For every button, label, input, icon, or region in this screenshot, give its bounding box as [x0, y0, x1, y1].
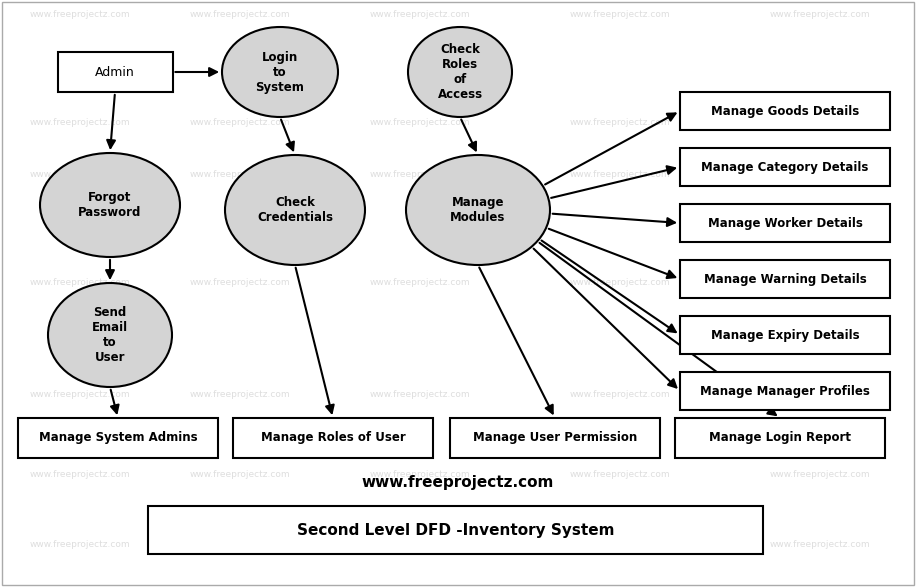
Text: www.freeprojectz.com: www.freeprojectz.com	[190, 470, 290, 479]
Text: www.freeprojectz.com: www.freeprojectz.com	[370, 390, 470, 399]
Text: www.freeprojectz.com: www.freeprojectz.com	[370, 118, 470, 127]
Text: www.freeprojectz.com: www.freeprojectz.com	[570, 390, 671, 399]
FancyBboxPatch shape	[680, 92, 890, 130]
Text: www.freeprojectz.com: www.freeprojectz.com	[362, 475, 554, 491]
Text: Manage Category Details: Manage Category Details	[702, 160, 868, 174]
FancyBboxPatch shape	[58, 52, 172, 92]
Text: www.freeprojectz.com: www.freeprojectz.com	[190, 390, 290, 399]
FancyBboxPatch shape	[680, 148, 890, 186]
Text: Manage Manager Profiles: Manage Manager Profiles	[700, 384, 870, 397]
Text: www.freeprojectz.com: www.freeprojectz.com	[190, 118, 290, 127]
Text: www.freeprojectz.com: www.freeprojectz.com	[769, 390, 870, 399]
Text: www.freeprojectz.com: www.freeprojectz.com	[190, 10, 290, 19]
Text: Admin: Admin	[95, 66, 135, 79]
Text: www.freeprojectz.com: www.freeprojectz.com	[29, 390, 130, 399]
Text: Manage Expiry Details: Manage Expiry Details	[711, 329, 859, 342]
FancyBboxPatch shape	[680, 204, 890, 242]
Text: www.freeprojectz.com: www.freeprojectz.com	[570, 118, 671, 127]
Ellipse shape	[222, 27, 338, 117]
FancyBboxPatch shape	[675, 418, 885, 458]
Text: Manage
Modules: Manage Modules	[451, 196, 506, 224]
Text: Send
Email
to
User: Send Email to User	[92, 306, 128, 364]
FancyBboxPatch shape	[680, 316, 890, 354]
FancyBboxPatch shape	[18, 418, 218, 458]
Text: www.freeprojectz.com: www.freeprojectz.com	[570, 540, 671, 549]
FancyBboxPatch shape	[148, 506, 763, 554]
Text: www.freeprojectz.com: www.freeprojectz.com	[769, 470, 870, 479]
Text: Second Level DFD -Inventory System: Second Level DFD -Inventory System	[297, 522, 615, 538]
Text: www.freeprojectz.com: www.freeprojectz.com	[370, 170, 470, 179]
Ellipse shape	[406, 155, 550, 265]
Text: Manage User Permission: Manage User Permission	[473, 431, 638, 444]
Text: www.freeprojectz.com: www.freeprojectz.com	[370, 470, 470, 479]
Text: www.freeprojectz.com: www.freeprojectz.com	[190, 540, 290, 549]
Text: Manage Login Report: Manage Login Report	[709, 431, 851, 444]
Text: www.freeprojectz.com: www.freeprojectz.com	[370, 10, 470, 19]
Text: www.freeprojectz.com: www.freeprojectz.com	[570, 470, 671, 479]
Text: www.freeprojectz.com: www.freeprojectz.com	[29, 10, 130, 19]
Text: www.freeprojectz.com: www.freeprojectz.com	[769, 10, 870, 19]
Text: Forgot
Password: Forgot Password	[78, 191, 142, 219]
Text: www.freeprojectz.com: www.freeprojectz.com	[370, 278, 470, 287]
FancyBboxPatch shape	[233, 418, 433, 458]
Text: Manage System Admins: Manage System Admins	[38, 431, 197, 444]
Ellipse shape	[408, 27, 512, 117]
Text: www.freeprojectz.com: www.freeprojectz.com	[29, 470, 130, 479]
Text: www.freeprojectz.com: www.freeprojectz.com	[29, 278, 130, 287]
Text: Check
Roles
of
Access: Check Roles of Access	[438, 43, 483, 101]
Text: www.freeprojectz.com: www.freeprojectz.com	[190, 170, 290, 179]
Text: www.freeprojectz.com: www.freeprojectz.com	[769, 170, 870, 179]
Text: www.freeprojectz.com: www.freeprojectz.com	[29, 540, 130, 549]
Text: www.freeprojectz.com: www.freeprojectz.com	[29, 118, 130, 127]
Text: www.freeprojectz.com: www.freeprojectz.com	[570, 170, 671, 179]
Text: Manage Roles of User: Manage Roles of User	[261, 431, 406, 444]
Ellipse shape	[48, 283, 172, 387]
Text: www.freeprojectz.com: www.freeprojectz.com	[769, 118, 870, 127]
FancyBboxPatch shape	[450, 418, 660, 458]
Text: Manage Worker Details: Manage Worker Details	[707, 217, 863, 230]
FancyBboxPatch shape	[680, 372, 890, 410]
Ellipse shape	[40, 153, 180, 257]
Ellipse shape	[225, 155, 365, 265]
Text: www.freeprojectz.com: www.freeprojectz.com	[190, 278, 290, 287]
Text: Manage Goods Details: Manage Goods Details	[711, 104, 859, 117]
Text: www.freeprojectz.com: www.freeprojectz.com	[570, 278, 671, 287]
FancyBboxPatch shape	[680, 260, 890, 298]
Text: www.freeprojectz.com: www.freeprojectz.com	[570, 10, 671, 19]
Text: www.freeprojectz.com: www.freeprojectz.com	[29, 170, 130, 179]
Text: Login
to
System: Login to System	[256, 50, 304, 93]
Text: Manage Warning Details: Manage Warning Details	[703, 272, 867, 285]
Text: Check
Credentials: Check Credentials	[257, 196, 333, 224]
Text: www.freeprojectz.com: www.freeprojectz.com	[769, 278, 870, 287]
Text: www.freeprojectz.com: www.freeprojectz.com	[769, 540, 870, 549]
Text: www.freeprojectz.com: www.freeprojectz.com	[370, 540, 470, 549]
